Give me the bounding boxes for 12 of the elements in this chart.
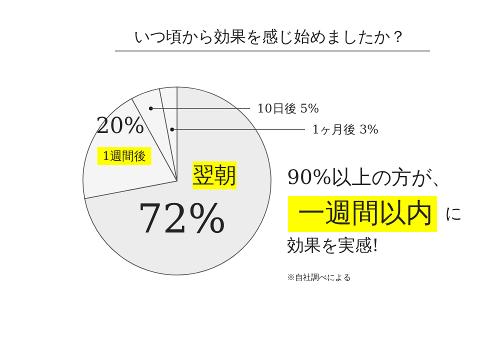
slice-label: 翌朝 — [192, 163, 237, 188]
slice-label: 10日後 5% — [257, 101, 320, 116]
slice-label: 1週間後 — [102, 149, 146, 164]
pie-slice — [84, 86, 272, 276]
text: 90%以上の方が、 — [287, 165, 452, 189]
text: 一週間以内 — [298, 198, 433, 229]
text: に — [445, 204, 462, 224]
data-label: 72% — [137, 196, 226, 242]
chart-title: いつ頃から効果を感じ始めましたか？ — [134, 27, 406, 46]
slice-label: 1ヶ月後 3% — [312, 122, 378, 137]
text: 効果を実感! — [287, 236, 379, 256]
text: ※自社調べによる — [287, 273, 351, 282]
